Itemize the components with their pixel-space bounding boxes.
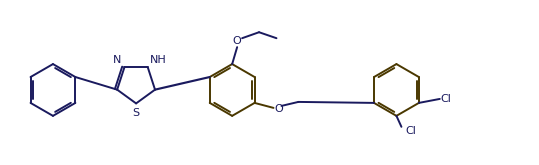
Text: NH: NH bbox=[150, 55, 167, 65]
Text: Cl: Cl bbox=[441, 94, 452, 104]
Text: S: S bbox=[133, 108, 140, 118]
Text: O: O bbox=[233, 36, 241, 46]
Text: Cl: Cl bbox=[405, 126, 416, 136]
Text: O: O bbox=[274, 104, 283, 114]
Text: N: N bbox=[113, 55, 121, 65]
